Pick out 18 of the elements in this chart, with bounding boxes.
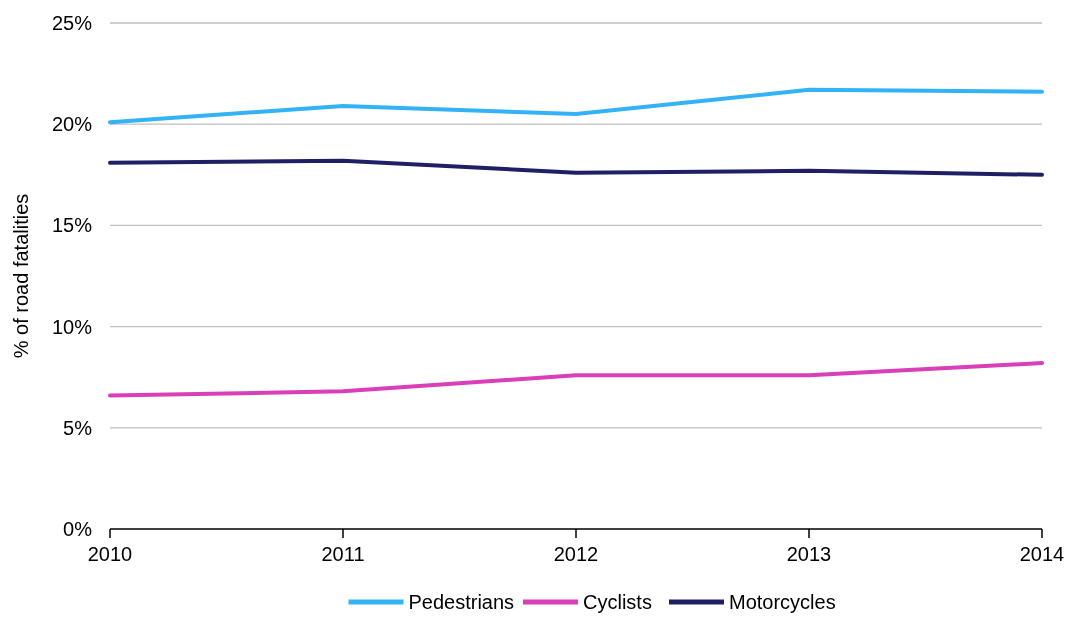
y-tick-label: 15%	[51, 214, 93, 237]
legend-label: Pedestrians	[408, 591, 515, 613]
line-series	[108, 87, 1044, 125]
y-axis-title: % of road fatalities	[10, 193, 32, 359]
line-series	[108, 361, 1044, 398]
x-tick-label: 2011	[321, 543, 365, 565]
y-tick-label: 25%	[51, 12, 93, 34]
line-series	[108, 158, 1044, 177]
x-tick-label: 2012	[553, 543, 599, 565]
x-tick-label: 2014	[1019, 543, 1065, 565]
y-tick-label: 20%	[51, 113, 93, 136]
legend-label: Motorcycles	[729, 591, 836, 613]
y-tick-label: 5%	[63, 416, 93, 439]
legend-label: Cyclists	[583, 591, 652, 613]
x-tick-label: 2010	[87, 543, 133, 565]
y-tick-label: 0%	[63, 518, 93, 540]
x-tick-label: 2013	[786, 543, 832, 565]
y-tick-label: 10%	[51, 315, 93, 338]
